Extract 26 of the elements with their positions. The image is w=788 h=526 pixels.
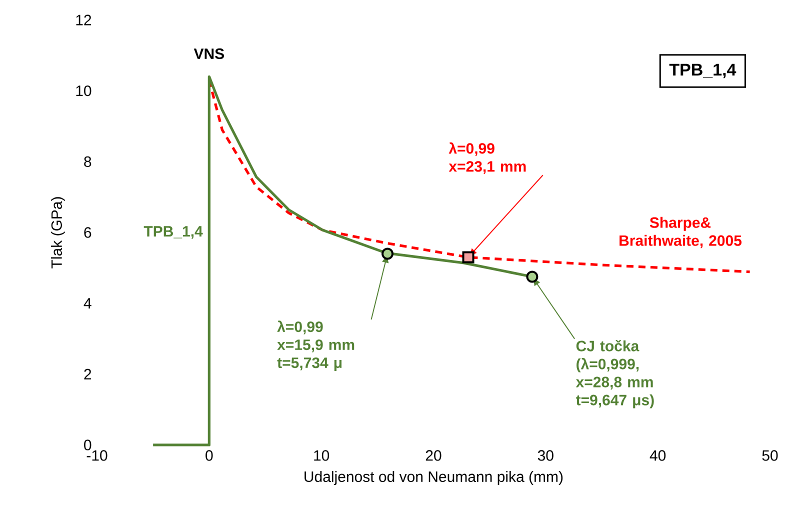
y-tick-label: 6 [84,227,92,238]
y-tick-label: 0 [84,440,92,450]
x-tick-label: 20 [426,450,442,461]
y-tick-label: 12 [76,14,92,26]
x-axis-title: Udaljenost od von Neumann pika (mm) [304,471,563,485]
x-tick-label: 30 [538,450,554,461]
annotation: VNS [194,48,224,60]
point [462,251,474,264]
y-tick-label: 10 [76,86,92,96]
series-label: Sharpe& Braithwaite, 2005 [620,216,742,248]
annotation: TPB_1,4 [669,64,736,78]
y-tick-label: 2 [84,368,92,380]
y-axis-title: Tlak (GPa) [50,197,65,268]
x-tick-label: 10 [314,450,330,461]
y-tick-label: 8 [84,156,92,167]
series-label: TPB_1,4 [144,226,203,239]
annotation: λ=0,99 x=23,1 mm [448,142,526,174]
point [382,248,394,260]
annotation: λ=0,99 x=15,9 mm t=5,734 μ [277,320,354,371]
x-tick-label: 50 [762,450,778,461]
annotation: CJ točka (λ=0,999, x=28,8 mm t=9,647 μs) [576,340,654,408]
x-tick-label: 0 [206,450,213,461]
x-tick-label: -10 [86,450,108,461]
point [526,270,538,283]
y-tick-label: 4 [84,298,92,308]
x-tick-label: 40 [650,450,666,461]
